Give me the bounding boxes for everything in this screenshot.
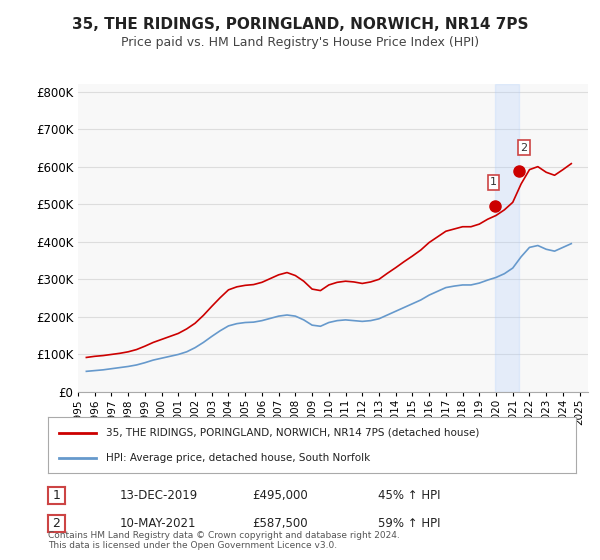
Text: £495,000: £495,000	[252, 489, 308, 502]
Text: 45% ↑ HPI: 45% ↑ HPI	[378, 489, 440, 502]
Text: 1: 1	[52, 489, 61, 502]
Text: £587,500: £587,500	[252, 517, 308, 530]
Text: 2: 2	[521, 143, 528, 153]
Text: 35, THE RIDINGS, PORINGLAND, NORWICH, NR14 7PS: 35, THE RIDINGS, PORINGLAND, NORWICH, NR…	[72, 17, 528, 32]
Text: HPI: Average price, detached house, South Norfolk: HPI: Average price, detached house, Sout…	[106, 452, 370, 463]
Text: Price paid vs. HM Land Registry's House Price Index (HPI): Price paid vs. HM Land Registry's House …	[121, 36, 479, 49]
Text: 13-DEC-2019: 13-DEC-2019	[120, 489, 198, 502]
Bar	[495, 84, 519, 392]
Text: 10-MAY-2021: 10-MAY-2021	[120, 517, 197, 530]
Text: Contains HM Land Registry data © Crown copyright and database right 2024.
This d: Contains HM Land Registry data © Crown c…	[48, 530, 400, 550]
Text: 1: 1	[490, 178, 497, 188]
Text: 2: 2	[52, 517, 61, 530]
Text: 35, THE RIDINGS, PORINGLAND, NORWICH, NR14 7PS (detached house): 35, THE RIDINGS, PORINGLAND, NORWICH, NR…	[106, 428, 479, 438]
Text: 59% ↑ HPI: 59% ↑ HPI	[378, 517, 440, 530]
